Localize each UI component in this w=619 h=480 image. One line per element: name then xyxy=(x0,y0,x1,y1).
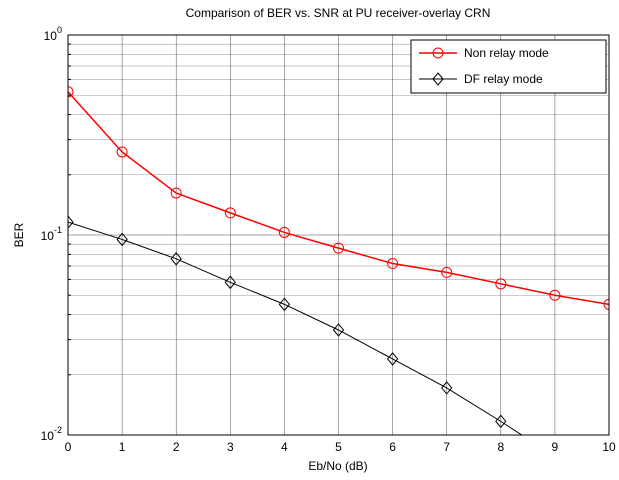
marker xyxy=(170,252,182,266)
axes-box xyxy=(67,34,610,436)
legend-box xyxy=(410,39,607,94)
series-line xyxy=(68,91,609,306)
x-tick-label: 9 xyxy=(552,440,559,454)
marker xyxy=(224,275,236,290)
x-axis-label: Eb/No (dB) xyxy=(308,459,367,473)
legend: Non relay mode DF relay mode xyxy=(410,39,607,94)
marker xyxy=(333,242,344,254)
legend-label: DF relay mode xyxy=(464,72,543,86)
marker xyxy=(432,47,444,59)
x-tick-label: 5 xyxy=(335,440,342,454)
marker xyxy=(441,266,453,278)
marker xyxy=(116,146,128,158)
marker xyxy=(549,289,561,301)
marker xyxy=(495,414,507,429)
marker xyxy=(224,207,236,219)
x-tick-label: 6 xyxy=(389,440,396,454)
marker xyxy=(278,297,291,312)
marker xyxy=(332,323,345,337)
marker xyxy=(432,72,444,86)
x-tick-label: 2 xyxy=(173,440,180,454)
x-tick-label: 10 xyxy=(602,440,616,454)
y-tick-label: 10-2 xyxy=(41,425,62,443)
series-line xyxy=(68,221,523,435)
marker xyxy=(441,381,453,395)
x-tick-label: 8 xyxy=(497,440,504,454)
marker xyxy=(278,226,290,238)
x-tick-label: 4 xyxy=(281,440,288,454)
y-tick-label: 10-1 xyxy=(41,225,62,243)
marker xyxy=(170,187,182,199)
legend-label: Non relay mode xyxy=(464,46,549,60)
marker xyxy=(68,215,74,229)
marker xyxy=(495,278,507,290)
marker xyxy=(387,258,399,270)
chart-title: Comparison of BER vs. SNR at PU receiver… xyxy=(186,6,491,20)
axes: 10-2 10-1 100 0 1 2 3 4 5 6 7 8 9 10 xyxy=(41,25,616,454)
y-axis-label: BER xyxy=(12,222,26,247)
marker xyxy=(603,298,609,310)
plot-area xyxy=(68,86,609,435)
x-tick-label: 7 xyxy=(443,440,450,454)
x-tick-label: 3 xyxy=(227,440,234,454)
marker xyxy=(68,86,74,98)
x-tick-label: 0 xyxy=(65,440,72,454)
marker xyxy=(116,232,128,247)
marker xyxy=(386,352,399,366)
x-tick-label: 1 xyxy=(119,440,126,454)
y-tick-label: 100 xyxy=(44,25,62,43)
